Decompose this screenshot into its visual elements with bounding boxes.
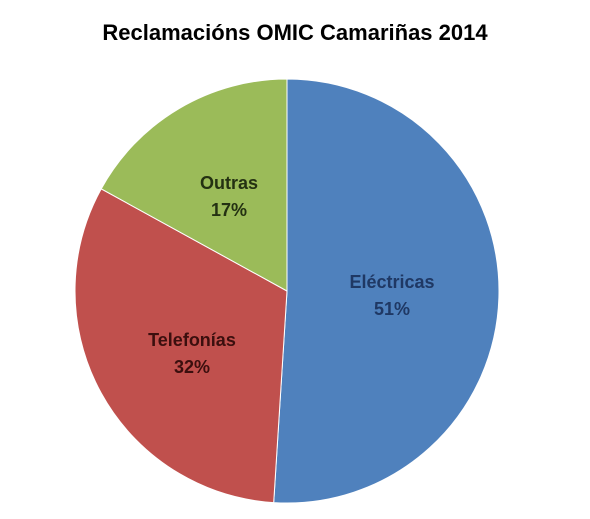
chart-title: Reclamacións OMIC Camariñas 2014 (102, 20, 488, 45)
pie-slice-outras (100, 78, 288, 292)
pie-slice-telefonias (74, 188, 288, 504)
pie-labels: Eléctricas 51% Telefonías 32% Outras 17% (148, 173, 434, 377)
slice-value-label: 17% (211, 200, 247, 220)
pie-slice-electricas (273, 78, 500, 504)
slice-category-label: Outras (200, 173, 258, 193)
slice-category-label: Eléctricas (349, 272, 434, 292)
slice-value-label: 51% (374, 299, 410, 319)
slice-category-label: Telefonías (148, 330, 236, 350)
pie-slices (74, 78, 500, 504)
slice-value-label: 32% (174, 357, 210, 377)
